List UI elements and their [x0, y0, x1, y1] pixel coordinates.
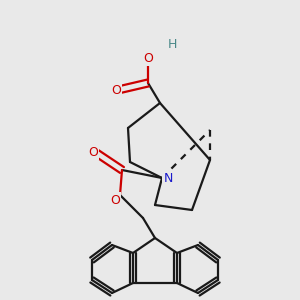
Text: O: O: [88, 146, 98, 158]
Text: O: O: [143, 52, 153, 64]
Text: O: O: [110, 194, 120, 206]
Text: H: H: [167, 38, 177, 52]
Text: N: N: [163, 172, 173, 184]
Text: O: O: [111, 83, 121, 97]
